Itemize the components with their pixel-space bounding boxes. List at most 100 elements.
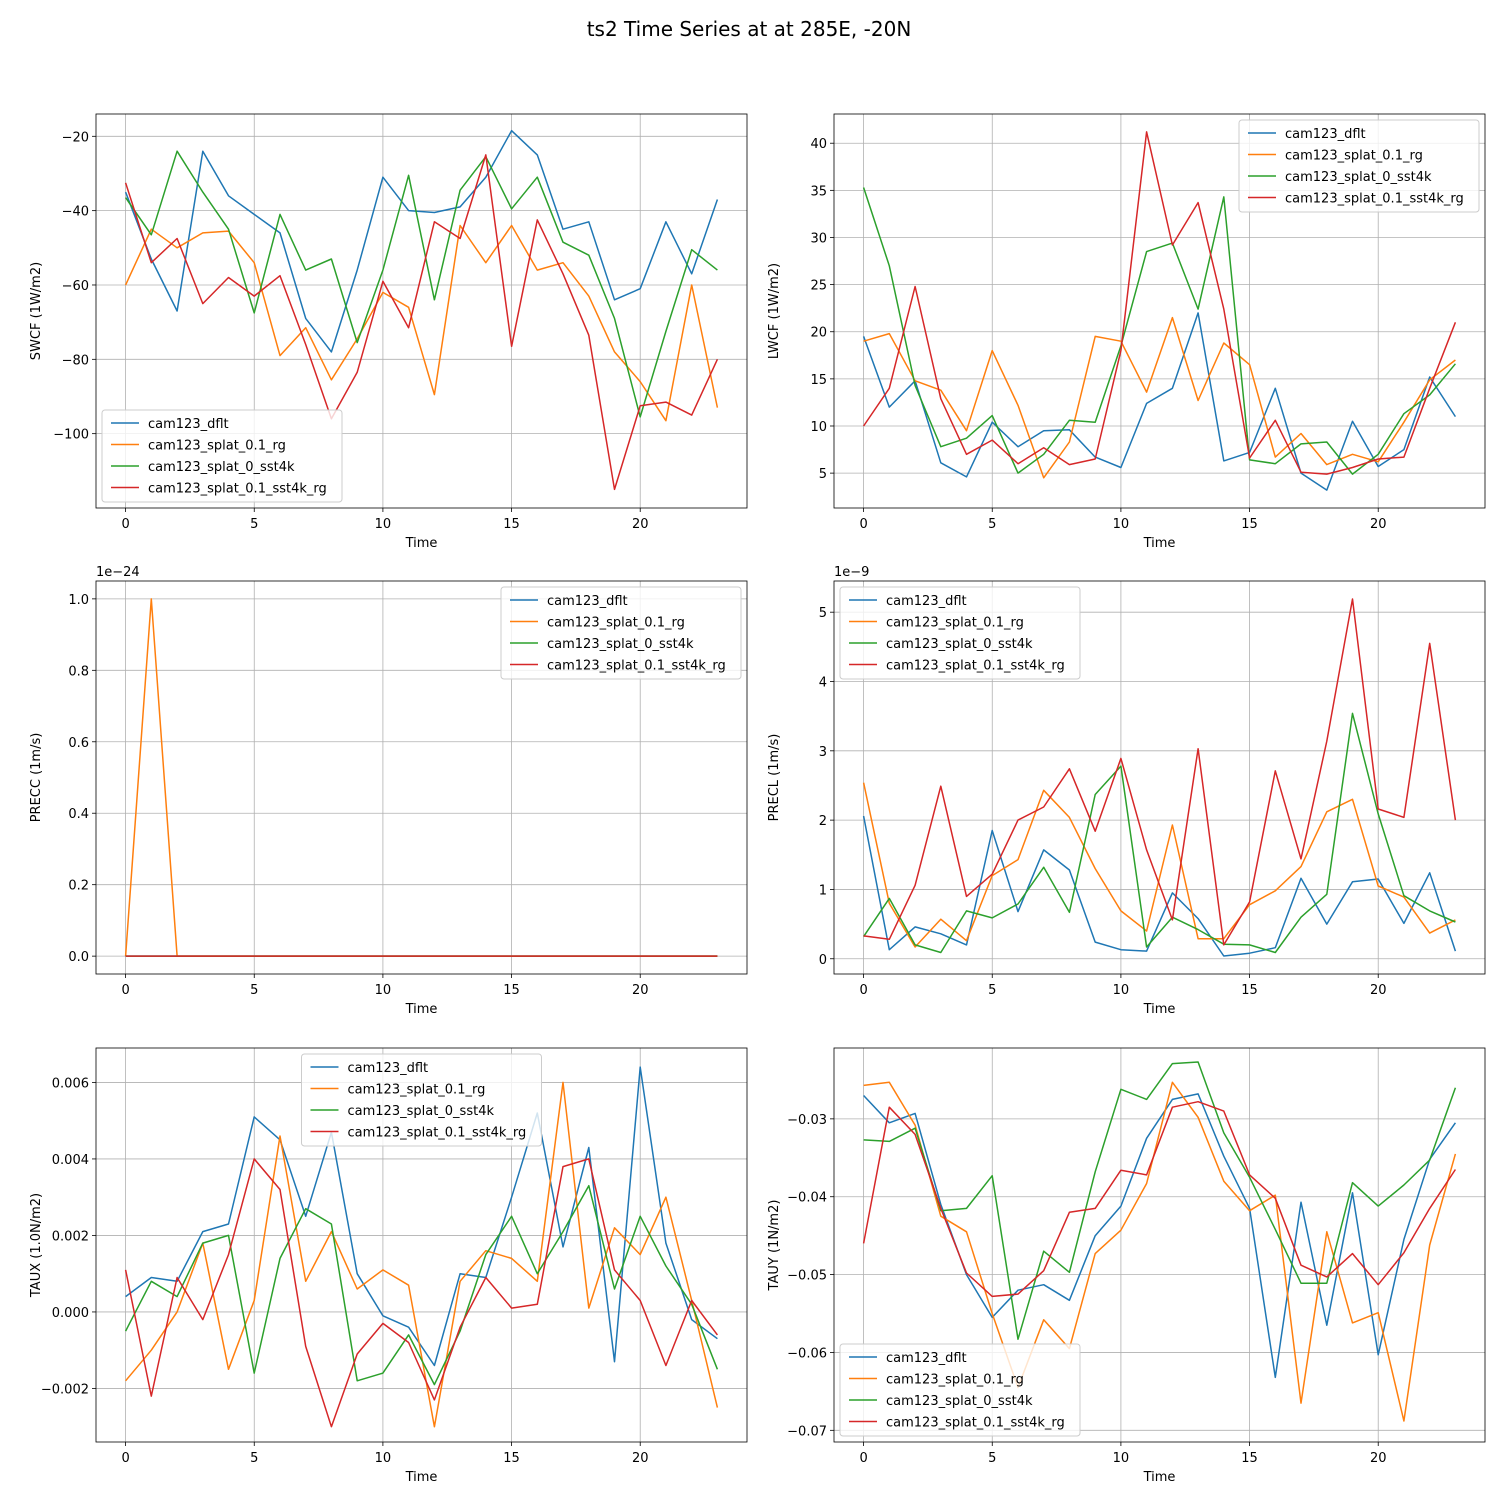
legend-label: cam123_splat_0.1_sst4k_rg xyxy=(348,1126,527,1141)
y-tick-label: −40 xyxy=(62,205,89,220)
x-tick-label: 10 xyxy=(1113,517,1130,532)
legend: cam123_dflt cam123_splat_0.1_rg cam123_spl… xyxy=(301,1053,542,1147)
y-tick-label: −20 xyxy=(62,130,89,145)
y-tick-label: 0.006 xyxy=(52,1076,89,1091)
x-tick-label: 10 xyxy=(1113,1451,1130,1466)
x-axis-label: Time xyxy=(405,536,438,551)
series-line-cam123-dflt xyxy=(862,815,1457,957)
x-tick-label: 20 xyxy=(632,517,649,532)
y-axis-label: PRECC (1m/s) xyxy=(29,733,44,823)
y-tick-label: 4 xyxy=(819,676,827,691)
y-tick-label: 1.0 xyxy=(68,593,89,608)
x-axis-label: Time xyxy=(1143,536,1176,551)
legend: cam123_dflt cam123_splat_0.1_rg cam123_spl… xyxy=(839,1343,1081,1437)
x-axis-label: Time xyxy=(1143,1002,1176,1017)
axes-frame xyxy=(833,1047,1486,1443)
plot-6-tauy: 0 5 10 15 20 −0.07 −0.06 −0.05 −0.04 −0.03 Time TAU… xyxy=(767,1047,1486,1485)
x-tick-label: 10 xyxy=(375,1451,392,1466)
x-axis-label: Time xyxy=(1143,1470,1176,1485)
y-tick-label: 40 xyxy=(810,137,827,152)
y-tick-label: −0.06 xyxy=(787,1346,827,1361)
plot-2-lwcf: 0 5 10 15 20 5 10 15 20 25 30 35 40 Time LWCF (1W/m2) c… xyxy=(767,113,1486,551)
x-tick-label: 5 xyxy=(988,1451,996,1466)
y-tick-label: 0.6 xyxy=(68,736,89,751)
x-tick-label: 15 xyxy=(1241,517,1258,532)
legend-box xyxy=(1238,119,1480,213)
legend-label: cam123_splat_0_sst4k xyxy=(148,460,295,475)
x-axis-label: Time xyxy=(405,1002,438,1017)
plot-5-taux: 0 5 10 15 20 −0.002 0.000 0.002 0.004 0.006 Time TA… xyxy=(29,1047,748,1485)
plot-1-swcf: 0 5 10 15 20 −100 −80 −60 −40 −20 Time SWCF (1W/m2)… xyxy=(29,113,748,551)
series-line-cam123-dflt xyxy=(125,1066,718,1367)
x-tick-label: 0 xyxy=(859,983,867,998)
y-tick-label: −0.002 xyxy=(41,1382,89,1397)
plot-3-precc: 0 5 10 15 20 0.0 0.2 0.4 0.6 0.8 1.0 Time PRECC (1m/… xyxy=(29,565,748,1017)
y-tick-label: −60 xyxy=(62,279,89,294)
x-tick-label: 15 xyxy=(503,517,520,532)
y-tick-label: −0.04 xyxy=(787,1191,827,1206)
legend-label: cam123_splat_0_sst4k xyxy=(886,1394,1033,1409)
y-tick-label: 0.004 xyxy=(52,1153,89,1168)
legend-label: cam123_splat_0.1_sst4k_rg xyxy=(547,659,726,674)
series-line-cam123-splat-0-sst4k xyxy=(862,187,1456,475)
legend: cam123_dflt cam123_splat_0.1_rg cam123_spl… xyxy=(101,409,343,503)
y-axis-label: SWCF (1W/m2) xyxy=(29,262,44,360)
legend-box xyxy=(500,586,742,680)
legend-label: cam123_splat_0.1_rg xyxy=(148,439,286,454)
x-tick-label: 15 xyxy=(503,983,520,998)
y-tick-label: 2 xyxy=(819,814,827,829)
legend: cam123_dflt cam123_splat_0.1_rg cam123_spl… xyxy=(1238,119,1480,213)
figure-title: ts2 Time Series at at 285E, -20N xyxy=(587,17,912,41)
x-tick-label: 20 xyxy=(632,1451,649,1466)
axes-frame xyxy=(95,113,748,509)
y-tick-label: 35 xyxy=(810,184,827,199)
x-tick-label: 5 xyxy=(988,517,996,532)
y-tick-label: 30 xyxy=(810,231,827,246)
y-tick-label: −0.05 xyxy=(787,1269,827,1284)
series-line-cam123-splat-0-sst4k xyxy=(124,150,718,418)
legend-box xyxy=(101,409,343,503)
legend-box xyxy=(301,1053,542,1147)
legend-label: cam123_splat_0.1_sst4k_rg xyxy=(886,1416,1065,1431)
legend-label: cam123_splat_0.1_rg xyxy=(886,1373,1024,1388)
x-tick-label: 0 xyxy=(121,983,129,998)
x-tick-label: 15 xyxy=(503,1451,520,1466)
y-tick-label: −0.07 xyxy=(787,1424,827,1439)
legend-label: cam123_splat_0_sst4k xyxy=(1285,170,1432,185)
y-tick-label: 0.8 xyxy=(68,664,89,679)
legend-box xyxy=(839,586,1081,680)
x-tick-label: 5 xyxy=(250,983,258,998)
y-axis-label: LWCF (1W/m2) xyxy=(767,263,782,359)
legend-label: cam123_splat_0.1_sst4k_rg xyxy=(148,482,327,497)
series-line-cam123-splat-0-1-sst4k-rg xyxy=(862,1100,1457,1298)
legend-label: cam123_dflt xyxy=(348,1061,429,1076)
y-axis-label: TAUX (1.0N/m2) xyxy=(29,1193,44,1298)
y-tick-label: 3 xyxy=(819,745,827,760)
axes-frame xyxy=(833,113,1486,509)
legend-label: cam123_splat_0_sst4k xyxy=(886,637,1033,652)
legend: cam123_dflt cam123_splat_0.1_rg cam123_spl… xyxy=(839,586,1081,680)
x-tick-label: 20 xyxy=(1370,1451,1387,1466)
legend-label: cam123_splat_0_sst4k xyxy=(547,637,694,652)
legend-label: cam123_dflt xyxy=(886,1351,967,1366)
series-line-cam123-splat-0-sst4k xyxy=(124,1184,719,1386)
series-line-cam123-splat-0-1-rg xyxy=(124,224,719,422)
series-line-cam123-splat-0-1-sst4k-rg xyxy=(124,154,719,491)
x-tick-label: 20 xyxy=(1370,983,1387,998)
x-axis-label: Time xyxy=(405,1470,438,1485)
series-line-cam123-splat-0-sst4k xyxy=(863,1061,1457,1340)
series-line-cam123-splat-0-1-rg xyxy=(125,1081,719,1428)
series-line-cam123-splat-0-1-sst4k-rg xyxy=(124,1158,719,1428)
y-tick-label: 0.0 xyxy=(68,950,89,965)
y-tick-label: 5 xyxy=(819,606,827,621)
y-axis-label: TAUY (1N/m2) xyxy=(767,1200,782,1292)
legend-label: cam123_splat_0.1_sst4k_rg xyxy=(1285,192,1464,207)
legend: cam123_dflt cam123_splat_0.1_rg cam123_spl… xyxy=(500,586,742,680)
y-tick-label: 0.000 xyxy=(52,1306,89,1321)
legend-box xyxy=(839,1343,1081,1437)
legend-label: cam123_dflt xyxy=(1285,127,1366,142)
legend-label: cam123_splat_0.1_rg xyxy=(348,1083,486,1098)
axes-frame xyxy=(95,580,748,975)
x-tick-label: 20 xyxy=(632,983,649,998)
